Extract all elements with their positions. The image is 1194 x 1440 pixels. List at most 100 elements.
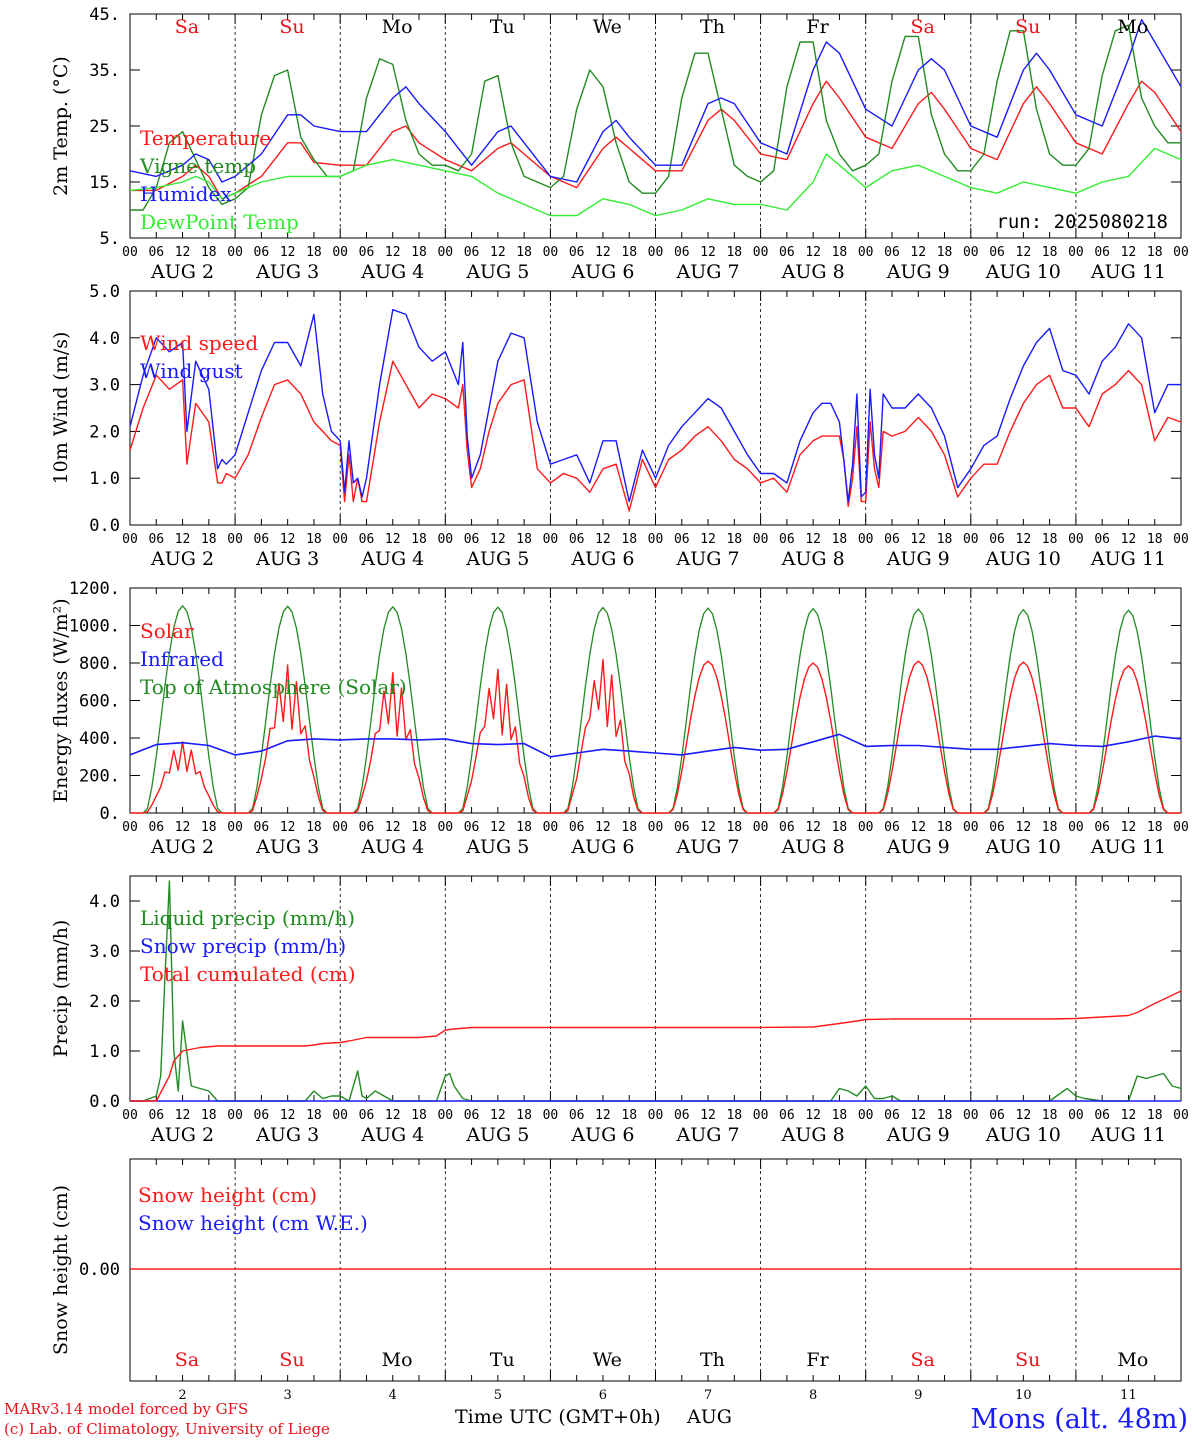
- x-hour-label: 18: [726, 820, 742, 835]
- legend-entry: Wind gust: [140, 359, 243, 383]
- x-hour-label: 18: [1042, 245, 1058, 260]
- legend-entry: Top of Atmosphere (Solar): [140, 675, 407, 699]
- x-hour-label: 00: [753, 820, 769, 835]
- x-hour-label: 06: [569, 1108, 585, 1123]
- x-day-label: AUG 6: [570, 1124, 634, 1146]
- x-day-label: AUG 2: [150, 1124, 214, 1146]
- x-hour-label: 12: [1016, 532, 1032, 547]
- x-hour-label: 18: [306, 820, 322, 835]
- weekday-label: Th: [700, 1349, 725, 1371]
- x-hour-label: 00: [122, 820, 138, 835]
- x-hour-label: 06: [148, 532, 164, 547]
- x-day-label: AUG 9: [886, 548, 950, 570]
- x-day-label: AUG 5: [465, 836, 529, 858]
- weekday-labels-top: Sa Su Mo Tu We Th Fr Sa Su Mo: [175, 16, 1149, 38]
- x-hour-label: 00: [122, 532, 138, 547]
- x-day-label: AUG 6: [570, 261, 634, 283]
- x-hour-label: 18: [832, 820, 848, 835]
- x-hour-label: 12: [805, 1108, 821, 1123]
- series-wind-gustline: [129, 309, 1181, 503]
- x-hour-label: 12: [910, 820, 926, 835]
- y-axis-label: Precip (mm/h): [50, 920, 72, 1058]
- x-hour-label: 00: [332, 245, 348, 260]
- x-hour-label: 12: [490, 1108, 506, 1123]
- credit-model: MARv3.14 model forced by GFS: [4, 1400, 248, 1418]
- x-day-label: AUG 3: [255, 261, 319, 283]
- series-humidexline: [129, 18, 1182, 183]
- x-hour-label: 00: [122, 1108, 138, 1123]
- x-hour-label: 06: [1094, 532, 1110, 547]
- x-hour-label: 18: [306, 1108, 322, 1123]
- x-hour-label: 00: [227, 1108, 243, 1123]
- x-hour-label: 06: [674, 532, 690, 547]
- x-hour-label: 18: [726, 245, 742, 260]
- x-hour-label: 18: [726, 532, 742, 547]
- x-hour-label: 18: [621, 820, 637, 835]
- x-hour-label: 06: [989, 245, 1005, 260]
- x-hour-label: 00: [858, 1108, 874, 1123]
- x-hour-label: 06: [148, 820, 164, 835]
- x-hour-label: 06: [1094, 245, 1110, 260]
- x-hour-label: 06: [674, 1108, 690, 1123]
- x-hour-label: 18: [726, 1108, 742, 1123]
- y-axis-label: 10m Wind (m/s): [50, 332, 72, 485]
- y-tick-label: 3.0: [89, 376, 120, 396]
- day-number-label: 4: [389, 1388, 397, 1403]
- weekday-label: Th: [700, 16, 725, 38]
- weekday-label: Mo: [1117, 1349, 1148, 1371]
- x-hour-label: 06: [254, 820, 270, 835]
- x-day-label: AUG 9: [886, 836, 950, 858]
- panels: 00 06 12 18 00 06 12 18 00 06 12 18 00 06 12 18 00 06 12 18…: [50, 5, 1189, 1403]
- y-tick-label: 1000.: [69, 617, 120, 637]
- y-tick-label: 800.: [79, 654, 120, 674]
- x-hour-label: 12: [490, 820, 506, 835]
- x-hour-label: 12: [490, 245, 506, 260]
- x-day-label: AUG 7: [676, 836, 740, 858]
- x-day-label: AUG 2: [150, 548, 214, 570]
- weekday-label: Tu: [490, 16, 515, 38]
- x-hour-label: 06: [674, 245, 690, 260]
- x-hour-label: 00: [963, 1108, 979, 1123]
- x-hour-label: 18: [411, 820, 427, 835]
- x-day-label: AUG 10: [985, 548, 1061, 570]
- day-number-label: 6: [599, 1388, 607, 1403]
- x-hour-label: 18: [832, 532, 848, 547]
- x-hour-label: 06: [779, 532, 795, 547]
- x-hour-label: 00: [753, 1108, 769, 1123]
- series-dewpoint-templine: [129, 147, 1182, 217]
- y-tick-label: 1200.: [69, 579, 120, 599]
- x-day-label: AUG 4: [360, 836, 424, 858]
- x-hour-label: 06: [989, 532, 1005, 547]
- x-hour-label: 18: [937, 532, 953, 547]
- x-hour-label: 12: [910, 245, 926, 260]
- legend-entry: Wind speed: [140, 331, 258, 355]
- x-hour-label: 00: [437, 532, 453, 547]
- x-hour-label: 18: [937, 245, 953, 260]
- day-number-label: 11: [1120, 1388, 1137, 1403]
- x-hour-label: 12: [700, 820, 716, 835]
- x-hour-label: 00: [543, 820, 559, 835]
- x-hour-label: 00: [227, 245, 243, 260]
- legend-entry: Snow height (cm): [138, 1183, 317, 1207]
- x-hour-label: 12: [280, 1108, 296, 1123]
- x-hour-label: 18: [201, 532, 217, 547]
- x-day-labels: AUG 2 AUG 3 AUG 4 AUG 5 AUG 6 AUG 7 AUG 8 AUG 9…: [150, 1124, 1166, 1146]
- weekday-label: Sa: [910, 16, 934, 38]
- y-tick-label: 2.0: [89, 992, 120, 1012]
- x-hour-label: 06: [989, 1108, 1005, 1123]
- x-hour-label: 00: [227, 820, 243, 835]
- x-day-label: AUG 3: [255, 548, 319, 570]
- x-hour-label: 18: [306, 245, 322, 260]
- x-hour-label: 18: [201, 820, 217, 835]
- series-solar-line: [130, 658, 1181, 814]
- x-day-label: AUG 9: [886, 261, 950, 283]
- x-hour-label: 12: [1016, 820, 1032, 835]
- weekday-label: Sa: [910, 1349, 934, 1371]
- x-hour-label: 00: [437, 1108, 453, 1123]
- x-hour-label: 00: [753, 532, 769, 547]
- y-tick-label: 0.0: [89, 1092, 120, 1112]
- x-hour-labels: 00 06 12 18 00 06 12 18 00 06 12 18 00 06 12 18 00 06 12 18…: [122, 245, 1189, 260]
- x-hour-label: 18: [1147, 532, 1163, 547]
- series-wind-speedline: [129, 360, 1182, 512]
- x-hour-label: 12: [385, 820, 401, 835]
